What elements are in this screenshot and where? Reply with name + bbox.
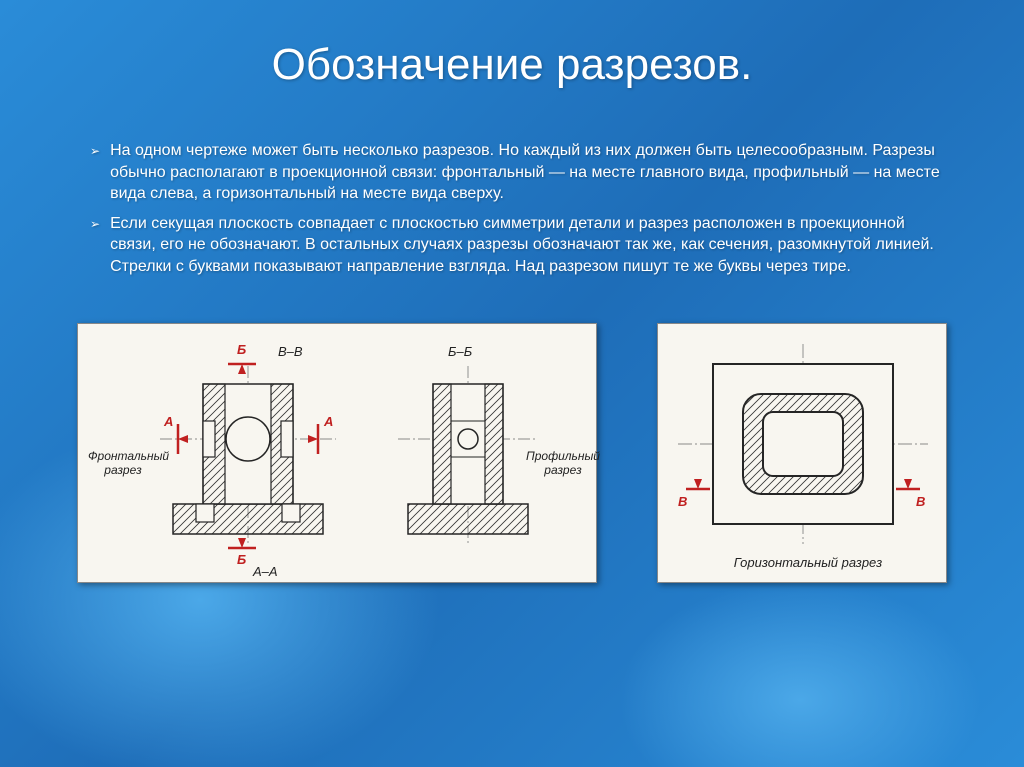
bullet-marker-icon: ➢	[90, 140, 100, 162]
title-aa: А–А	[253, 564, 278, 579]
figures-container: Фронтальный разрез Профильный разрез А А…	[60, 323, 964, 583]
label-profile: Профильный разрез	[523, 449, 603, 477]
figure-horizontal: В В Горизонтальный разрез	[657, 323, 947, 583]
letter-b-bottom: Б	[237, 552, 246, 567]
bullet-item: ➢ На одном чертеже может быть несколько …	[90, 140, 944, 205]
title-bb: Б–Б	[448, 344, 472, 359]
label-frontal: Фронтальный разрез	[88, 449, 158, 477]
bullet-item: ➢ Если секущая плоскость совпадает с пло…	[90, 213, 944, 278]
label-horizontal: Горизонтальный разрез	[728, 555, 888, 570]
figure-frontal-profile: Фронтальный разрез Профильный разрез А А…	[77, 323, 597, 583]
bullet-text: На одном чертеже может быть несколько ра…	[110, 140, 944, 205]
bullet-marker-icon: ➢	[90, 213, 100, 235]
bullet-list: ➢ На одном чертеже может быть несколько …	[90, 140, 944, 278]
letter-a-left: А	[164, 414, 173, 429]
letter-b-top: Б	[237, 342, 246, 357]
letter-v-right: В	[916, 494, 925, 509]
drawing-svg-2	[658, 324, 948, 584]
bullet-text: Если секущая плоскость совпадает с плоск…	[110, 213, 944, 278]
slide-title: Обозначение разрезов.	[60, 40, 964, 90]
letter-a-right: А	[324, 414, 333, 429]
title-vv: В–В	[278, 344, 303, 359]
letter-v-left: В	[678, 494, 687, 509]
